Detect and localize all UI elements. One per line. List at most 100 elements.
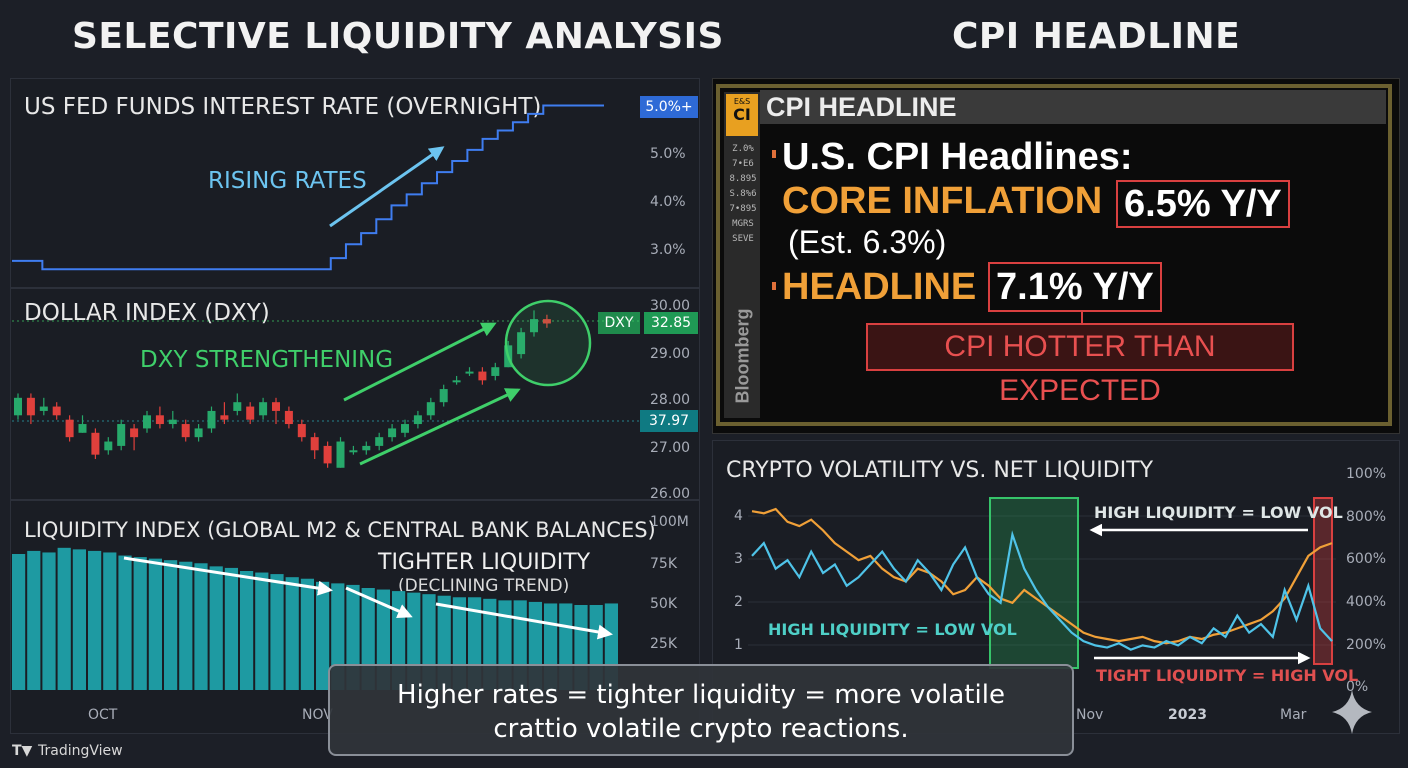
bloomberg-logo-main: CI bbox=[733, 105, 751, 124]
liquidity-panel-title: LIQUIDITY INDEX (GLOBAL M2 & CENTRAL BAN… bbox=[24, 518, 656, 542]
vol-left-ytick: 3 bbox=[734, 551, 743, 567]
liquidity-bar bbox=[240, 571, 254, 690]
dxy-candle-body bbox=[310, 437, 319, 451]
dxy-candle-body bbox=[52, 406, 61, 416]
vol-left-ytick: 1 bbox=[734, 637, 743, 653]
liquidity-bar bbox=[42, 552, 56, 690]
liquidity-bar bbox=[164, 560, 178, 690]
dxy-highlight-circle bbox=[504, 299, 592, 387]
liquidity-bar bbox=[27, 550, 41, 690]
dxy-candle-body bbox=[130, 428, 139, 438]
dxy-arrow-upper bbox=[343, 322, 497, 402]
dxy-candle-body bbox=[91, 432, 100, 455]
dxy-candle-body bbox=[542, 319, 551, 324]
estimate-text: (Est. 6.3%) bbox=[788, 224, 947, 260]
vol-right-ytick: 800% bbox=[1346, 509, 1387, 525]
vol-annotation-bottom: TIGHT LIQUIDITY = HIGH VOL bbox=[1096, 666, 1359, 685]
dxy-candle-body bbox=[426, 402, 435, 416]
dxy-candle-body bbox=[194, 428, 203, 438]
dxy-candle-body bbox=[401, 424, 409, 433]
vol-right-ytick: 400% bbox=[1346, 594, 1387, 610]
dxy-candle-body bbox=[465, 371, 474, 374]
liq-ytick: 75K bbox=[650, 556, 677, 572]
ticker-line: Z.0% bbox=[732, 144, 754, 154]
ticker-line: S.8%6 bbox=[729, 189, 757, 199]
ticker-line: 7•E6 bbox=[732, 159, 754, 169]
dxy-candle-body bbox=[362, 445, 371, 451]
dxy-level-badge: 37.97 bbox=[640, 410, 698, 432]
fed-panel-title: US FED FUNDS INTEREST RATE (OVERNIGHT) bbox=[24, 94, 542, 120]
bullet-marker bbox=[772, 150, 776, 158]
vol-right-ytick: 100% bbox=[1346, 466, 1387, 482]
bloomberg-frame bbox=[712, 78, 1400, 434]
liquidity-bar bbox=[300, 578, 314, 690]
fed-ytick: 3.0% bbox=[650, 242, 686, 258]
dxy-candle-body bbox=[491, 367, 500, 376]
vol-xtick: Mar bbox=[1280, 707, 1307, 723]
ticker-line: 8.895 bbox=[729, 174, 757, 184]
liquidity-bar bbox=[331, 583, 345, 690]
dxy-strengthening-annotation: DXY STRENGTHENING bbox=[140, 347, 394, 373]
dxy-ticker-label: DXY bbox=[598, 312, 640, 334]
liquidity-bar bbox=[12, 554, 26, 690]
cpi-alert-text: CPI HOTTER THAN EXPECTED bbox=[944, 330, 1216, 407]
dxy-candle-body bbox=[284, 410, 293, 425]
vol-left-ytick: 2 bbox=[734, 594, 743, 610]
bloomberg-logo-small: E&S bbox=[733, 97, 751, 106]
caption-line-2: crattio volatile crypto reactions. bbox=[493, 714, 909, 744]
dxy-candle-body bbox=[478, 371, 487, 381]
dxy-candle-body bbox=[207, 410, 216, 429]
dxy-ytick: 26.00 bbox=[650, 486, 691, 502]
vol-left-ytick: 4 bbox=[734, 508, 743, 524]
volatility-panel-title: CRYPTO VOLATILITY VS. NET LIQUIDITY bbox=[726, 458, 1154, 483]
vol-annotation-mid: HIGH LIQUIDITY = LOW VOL bbox=[768, 620, 1017, 639]
tradingview-logo-icon: T▼ bbox=[12, 743, 33, 759]
liquidity-bar bbox=[57, 547, 71, 690]
ticker-line: MGRS bbox=[732, 219, 754, 229]
liquidity-bar bbox=[224, 567, 238, 690]
liquidity-bar bbox=[209, 566, 223, 690]
dxy-candle-body bbox=[439, 389, 448, 403]
liquidity-bar bbox=[270, 574, 284, 690]
liq-ytick: 100M bbox=[650, 514, 689, 530]
liquidity-bar bbox=[316, 581, 330, 690]
dxy-candle-body bbox=[323, 445, 332, 464]
caption-line-1: Higher rates = tighter liquidity = more … bbox=[397, 680, 1005, 710]
core-inflation-value: 6.5% Y/Y bbox=[1116, 180, 1290, 228]
bloomberg-logo: E&S CI bbox=[726, 94, 758, 136]
tighter-liquidity-annotation: TIGHTER LIQUIDITY bbox=[378, 550, 591, 575]
crypto-volatility-line bbox=[751, 530, 1333, 651]
dxy-ytick: 29.00 bbox=[650, 346, 691, 362]
bloomberg-inner-frame bbox=[716, 84, 1392, 426]
liquidity-bar bbox=[148, 558, 162, 690]
dxy-candle-body bbox=[220, 415, 229, 420]
fed-ytick: 5.0% bbox=[650, 146, 686, 162]
caption-box: Higher rates = tighter liquidity = more … bbox=[328, 664, 1074, 756]
liquidity-bar bbox=[285, 577, 299, 690]
liq-ytick: 25K bbox=[650, 636, 677, 652]
liq-xtick: NOV bbox=[302, 707, 333, 723]
liquidity-bar bbox=[194, 563, 208, 690]
dxy-candle-body bbox=[297, 424, 306, 438]
fed-rate-line bbox=[12, 104, 604, 271]
dxy-candle-body bbox=[78, 424, 87, 433]
dxy-candle-body bbox=[65, 419, 74, 438]
bloomberg-header: CPI HEADLINE bbox=[766, 92, 957, 122]
liquidity-bar bbox=[88, 550, 102, 690]
cpi-alert-box: CPI HOTTER THAN EXPECTED bbox=[866, 323, 1294, 407]
declining-trend-annotation: (DECLINING TREND) bbox=[398, 576, 570, 596]
vol-xtick: Nov bbox=[1076, 707, 1104, 723]
dxy-candle-body bbox=[143, 415, 151, 429]
liquidity-bar bbox=[346, 584, 360, 690]
dxy-candle-body bbox=[517, 332, 526, 355]
liq-ytick: 50K bbox=[650, 596, 677, 612]
dxy-candle-body bbox=[336, 441, 345, 468]
dxy-candle-body bbox=[14, 397, 22, 416]
ticker-line: SEVE bbox=[732, 234, 754, 244]
vol-annotation-top: HIGH LIQUIDITY = LOW VOL bbox=[1094, 503, 1343, 522]
liquidity-arrow bbox=[345, 586, 413, 619]
bloomberg-header-bar bbox=[760, 90, 1386, 124]
